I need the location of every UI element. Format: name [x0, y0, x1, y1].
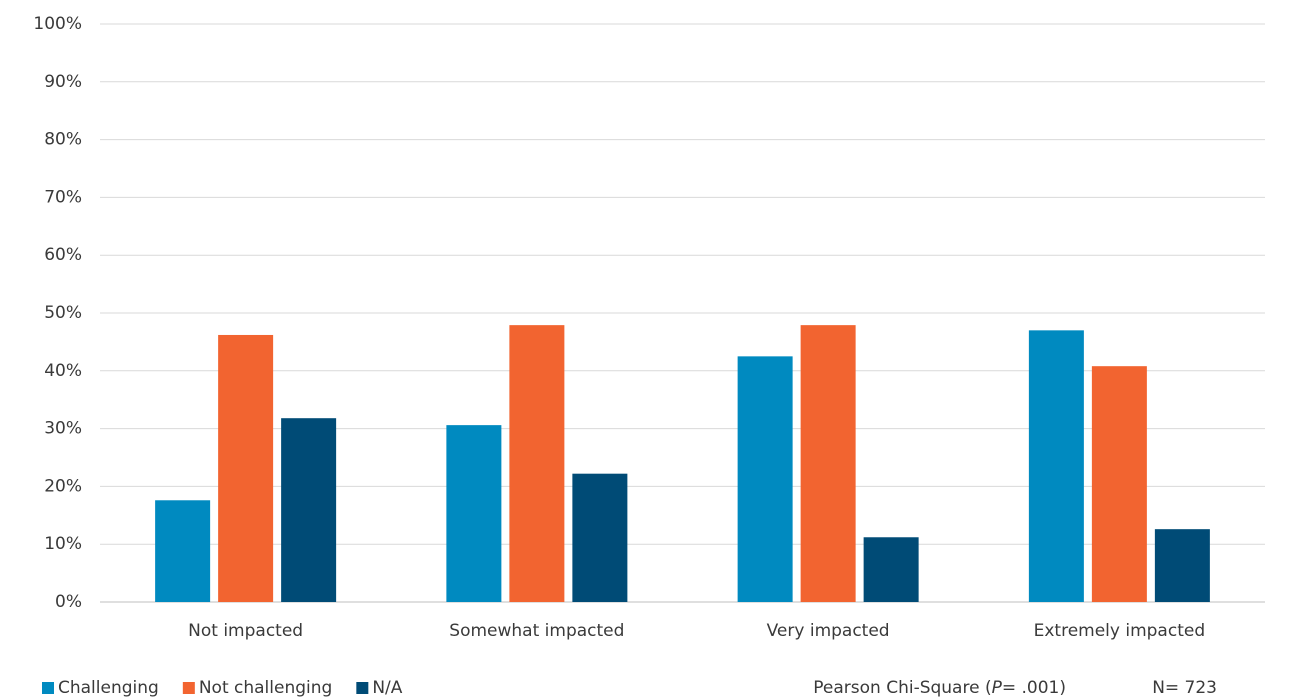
x-tick-label: Somewhat impacted	[449, 621, 624, 641]
x-tick-label: Not impacted	[188, 621, 303, 641]
y-tick-label: 0%	[55, 592, 82, 612]
y-tick-label: 100%	[33, 14, 82, 34]
legend-label: N/A	[372, 678, 402, 698]
note-part: = .001)	[1002, 678, 1066, 698]
bar	[446, 425, 502, 602]
y-tick-label: 40%	[44, 361, 82, 381]
bar	[1028, 330, 1084, 602]
note-part: Pearson Chi-Square (	[813, 678, 991, 698]
legend-label: Challenging	[58, 678, 159, 698]
legend-swatch	[356, 682, 369, 694]
x-tick-label: Extremely impacted	[1034, 621, 1206, 641]
y-tick-label: 90%	[44, 72, 82, 92]
note-part: P	[992, 678, 1003, 698]
bar	[1091, 366, 1147, 602]
y-tick-label: 30%	[44, 419, 82, 439]
bar	[800, 325, 856, 602]
bar	[572, 473, 628, 602]
bar	[281, 418, 337, 602]
y-tick-label: 60%	[44, 245, 82, 265]
bar	[218, 334, 274, 602]
legend-swatch	[42, 682, 54, 694]
x-tick-label: Very impacted	[767, 621, 890, 641]
y-tick-label: 20%	[44, 476, 82, 496]
test-note: Pearson Chi-Square (P= .001)	[813, 678, 1066, 698]
y-tick-label: 50%	[44, 303, 82, 323]
bar	[737, 356, 793, 602]
bar	[509, 325, 565, 602]
y-tick-label: 10%	[44, 534, 82, 554]
legend-label: Not challenging	[199, 678, 333, 698]
bar	[155, 500, 211, 602]
n-note: N= 723	[1152, 678, 1217, 698]
legend-swatch	[182, 682, 195, 694]
y-tick-label: 80%	[44, 130, 82, 150]
bar	[1154, 529, 1210, 602]
y-tick-label: 70%	[44, 187, 82, 207]
bar	[863, 537, 919, 602]
